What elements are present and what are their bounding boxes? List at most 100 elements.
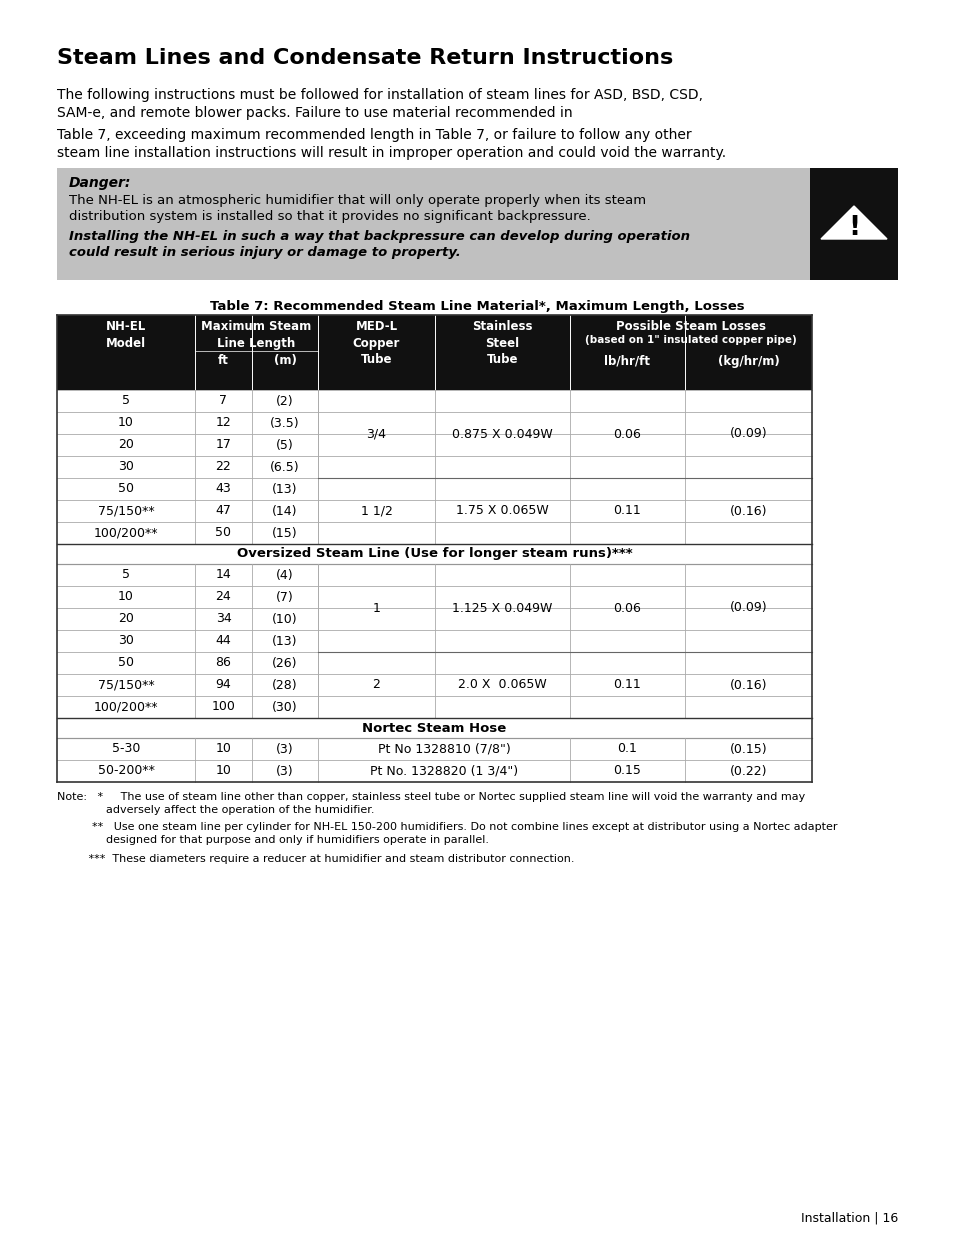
Text: 44: 44 — [215, 635, 232, 647]
Text: 22: 22 — [215, 461, 232, 473]
Text: (4): (4) — [276, 568, 294, 582]
Text: Copper: Copper — [353, 337, 399, 350]
Text: 17: 17 — [215, 438, 232, 452]
Text: (13): (13) — [272, 483, 297, 495]
Text: 10: 10 — [215, 764, 232, 778]
Text: (30): (30) — [272, 700, 297, 714]
Text: Pt No 1328810 (7/8"): Pt No 1328810 (7/8") — [377, 742, 510, 756]
Text: Table 7, exceeding maximum recommended length in Table 7, or failure to follow a: Table 7, exceeding maximum recommended l… — [57, 128, 691, 142]
Text: (0.09): (0.09) — [729, 427, 766, 441]
Text: 3/4: 3/4 — [366, 427, 386, 441]
Text: (6.5): (6.5) — [270, 461, 299, 473]
Bar — [57, 739, 811, 782]
Text: 0.11: 0.11 — [613, 505, 640, 517]
Text: (m): (m) — [274, 354, 296, 367]
Text: 50: 50 — [215, 526, 232, 540]
Text: 2.0 X  0.065W: 2.0 X 0.065W — [457, 678, 546, 692]
Text: (0.16): (0.16) — [729, 505, 766, 517]
Text: adversely affect the operation of the humidifier.: adversely affect the operation of the hu… — [57, 805, 375, 815]
Text: Pt No. 1328820 (1 3/4"): Pt No. 1328820 (1 3/4") — [370, 764, 517, 778]
Text: (10): (10) — [272, 613, 297, 625]
Text: Maximum Steam: Maximum Steam — [201, 320, 312, 333]
Text: 1: 1 — [373, 601, 380, 615]
Text: could result in serious injury or damage to property.: could result in serious injury or damage… — [69, 246, 460, 259]
Text: Nortec Steam Hose: Nortec Steam Hose — [362, 721, 506, 735]
Text: (2): (2) — [276, 394, 294, 408]
Text: Stainless: Stainless — [472, 320, 532, 333]
Text: (7): (7) — [275, 590, 294, 604]
Text: 0.1: 0.1 — [617, 742, 637, 756]
Text: 5: 5 — [122, 394, 130, 408]
Text: designed for that purpose and only if humidifiers operate in parallel.: designed for that purpose and only if hu… — [57, 835, 489, 845]
Text: lb/hr/ft: lb/hr/ft — [604, 354, 650, 368]
Text: ft: ft — [218, 354, 229, 367]
Text: 24: 24 — [215, 590, 232, 604]
Text: Tube: Tube — [360, 353, 392, 366]
Text: Model: Model — [106, 337, 146, 350]
Text: 14: 14 — [215, 568, 232, 582]
Text: Steam Lines and Condensate Return Instructions: Steam Lines and Condensate Return Instru… — [57, 48, 673, 68]
Text: 20: 20 — [118, 613, 133, 625]
Text: 30: 30 — [118, 635, 133, 647]
Text: 10: 10 — [118, 590, 133, 604]
Text: 12: 12 — [215, 416, 232, 430]
Text: 50: 50 — [118, 657, 133, 669]
Text: steam line installation instructions will result in improper operation and could: steam line installation instructions wil… — [57, 146, 725, 161]
Text: The NH-EL is an atmospheric humidifier that will only operate properly when its : The NH-EL is an atmospheric humidifier t… — [69, 194, 645, 207]
Text: 75/150**: 75/150** — [97, 505, 154, 517]
Polygon shape — [821, 206, 886, 240]
Text: 7: 7 — [219, 394, 227, 408]
Text: 100: 100 — [212, 700, 235, 714]
Text: (0.16): (0.16) — [729, 678, 766, 692]
Text: 43: 43 — [215, 483, 232, 495]
Text: **   Use one steam line per cylinder for NH-EL 150-200 humidifiers. Do not combi: ** Use one steam line per cylinder for N… — [57, 823, 837, 832]
Text: 34: 34 — [215, 613, 232, 625]
Text: Possible Steam Losses: Possible Steam Losses — [616, 320, 765, 333]
Text: (3): (3) — [276, 742, 294, 756]
Text: (0.15): (0.15) — [729, 742, 766, 756]
Text: 100/200**: 100/200** — [93, 526, 158, 540]
Text: (based on 1" insulated copper pipe): (based on 1" insulated copper pipe) — [584, 335, 796, 345]
Text: The following instructions must be followed for installation of steam lines for : The following instructions must be follo… — [57, 88, 702, 103]
Text: (15): (15) — [272, 526, 297, 540]
Text: Line Length: Line Length — [217, 337, 295, 350]
Text: (3): (3) — [276, 764, 294, 778]
Text: 94: 94 — [215, 678, 232, 692]
Text: 20: 20 — [118, 438, 133, 452]
Text: Installation | 16: Installation | 16 — [800, 1212, 897, 1225]
Text: SAM-e, and remote blower packs. Failure to use material recommended in: SAM-e, and remote blower packs. Failure … — [57, 106, 572, 120]
Bar — [57, 168, 897, 280]
Text: 10: 10 — [118, 416, 133, 430]
Text: (0.09): (0.09) — [729, 601, 766, 615]
Bar — [809, 168, 897, 280]
Text: Steel: Steel — [485, 337, 519, 350]
Text: 0.06: 0.06 — [613, 427, 640, 441]
Text: 1.75 X 0.065W: 1.75 X 0.065W — [456, 505, 548, 517]
Text: 50: 50 — [118, 483, 133, 495]
Text: 50-200**: 50-200** — [97, 764, 154, 778]
Text: Note:   *     The use of steam line other than copper, stainless steel tube or N: Note: * The use of steam line other than… — [57, 792, 804, 802]
Text: 1 1/2: 1 1/2 — [360, 505, 392, 517]
Text: (kg/hr/m): (kg/hr/m) — [717, 354, 779, 368]
Text: 0.06: 0.06 — [613, 601, 640, 615]
Text: 0.875 X 0.049W: 0.875 X 0.049W — [452, 427, 553, 441]
Text: Installing the NH-EL in such a way that backpressure can develop during operatio: Installing the NH-EL in such a way that … — [69, 230, 689, 243]
Text: MED-L: MED-L — [355, 320, 397, 333]
Bar — [57, 390, 811, 543]
Text: (28): (28) — [272, 678, 297, 692]
Text: ***  These diameters require a reducer at humidifier and steam distributor conne: *** These diameters require a reducer at… — [57, 853, 574, 864]
Text: (0.22): (0.22) — [729, 764, 766, 778]
Bar — [57, 315, 811, 390]
Text: 100/200**: 100/200** — [93, 700, 158, 714]
Text: Table 7: Recommended Steam Line Material*, Maximum Length, Losses: Table 7: Recommended Steam Line Material… — [210, 300, 744, 312]
Text: NH-EL: NH-EL — [106, 320, 146, 333]
Text: 10: 10 — [215, 742, 232, 756]
Text: 5-30: 5-30 — [112, 742, 140, 756]
Text: 30: 30 — [118, 461, 133, 473]
Text: 0.11: 0.11 — [613, 678, 640, 692]
Text: 2: 2 — [373, 678, 380, 692]
Text: (26): (26) — [272, 657, 297, 669]
Bar — [57, 543, 811, 564]
Text: Oversized Steam Line (Use for longer steam runs)***: Oversized Steam Line (Use for longer ste… — [236, 547, 632, 561]
Text: (5): (5) — [275, 438, 294, 452]
